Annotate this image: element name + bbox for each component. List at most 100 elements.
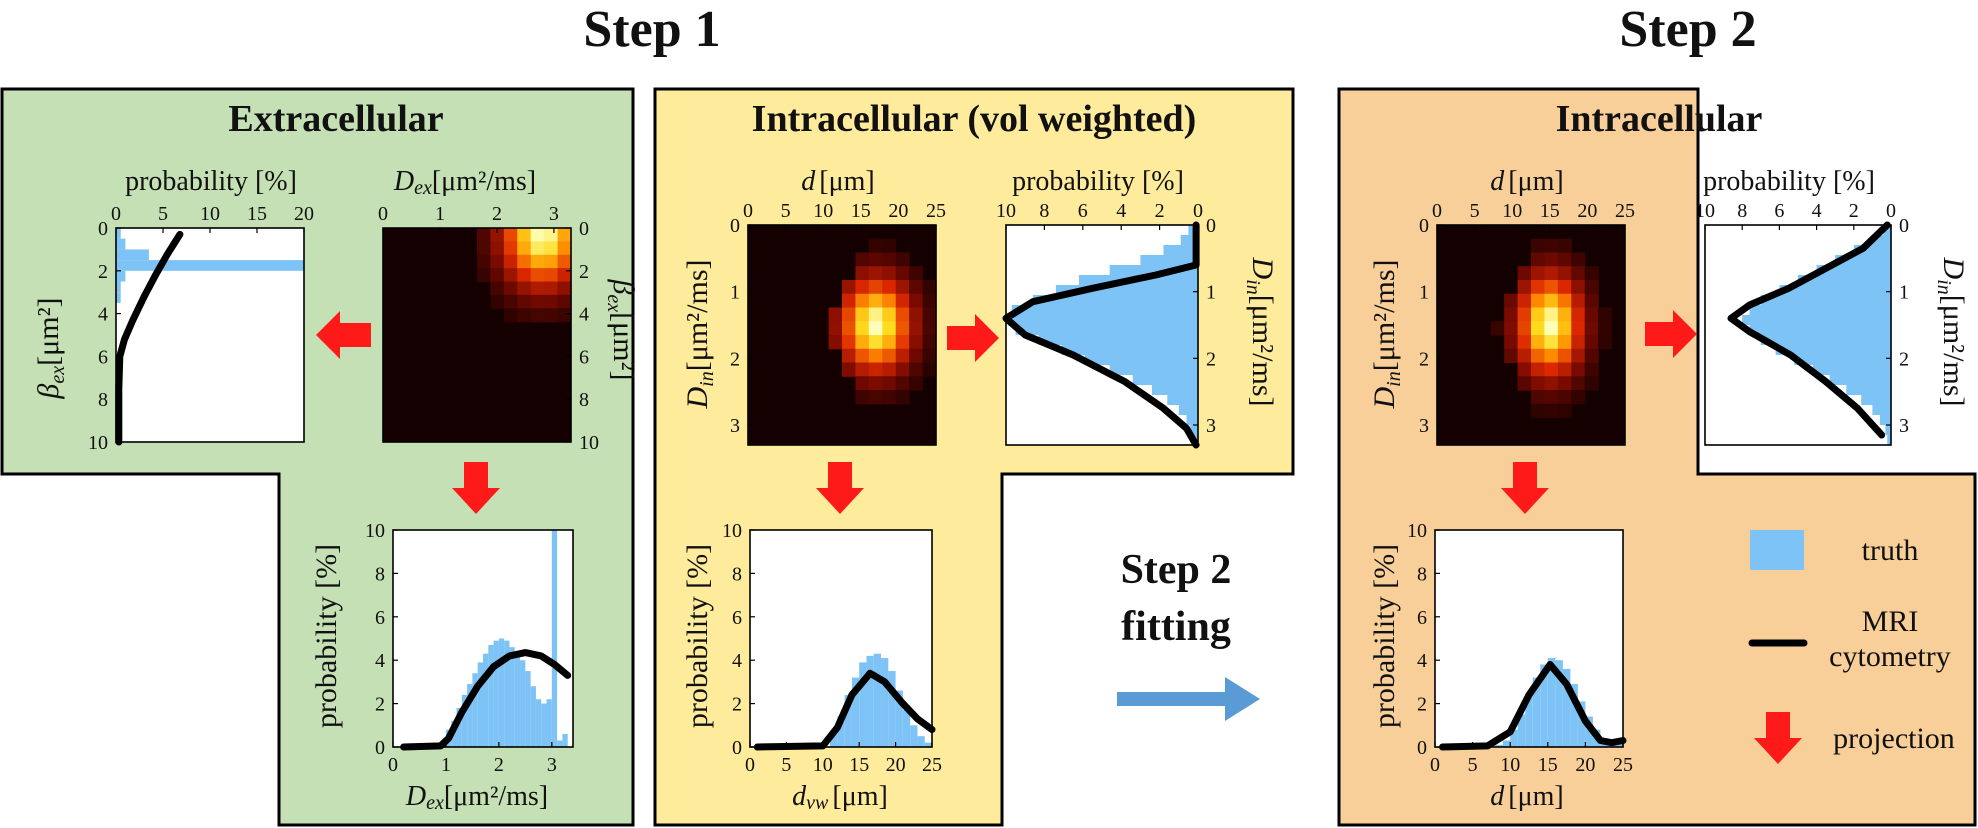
projection-arrow-ex-left	[316, 311, 371, 359]
in-din-top-label: probability [%]	[1703, 166, 1875, 197]
projection-arrow-in-down	[1501, 462, 1549, 514]
ex-heatmap-cell	[503, 308, 518, 323]
ex-heatmap-cell	[557, 241, 572, 256]
ex-heatmap-cell	[477, 254, 492, 269]
in-d-truth-bar	[1540, 664, 1548, 747]
fitting-label-line1: Step 2	[1121, 547, 1232, 593]
in-din-truth-bar	[1846, 385, 1891, 395]
in-heatmap-cell	[1584, 335, 1599, 350]
in-din-y-tick-label: 1	[1899, 282, 1909, 304]
in-heatmap-cell	[1571, 252, 1586, 267]
ex-beta-truth-bar	[116, 238, 126, 250]
vw-heatmap-cell	[855, 390, 870, 405]
vw-heatmap-cell	[909, 335, 924, 350]
ex-beta-x-tick-label: 5	[158, 203, 168, 225]
in-din-x-tick-label: 6	[1774, 200, 1784, 222]
legend-projection-arrow	[1754, 712, 1802, 764]
vw-heatmap-cell	[922, 321, 937, 336]
in-heatmap-x-tick-label: 5	[1470, 200, 1480, 222]
in-heatmap-cell	[1544, 266, 1559, 281]
vw-heatmap-cell	[868, 390, 883, 405]
ex-dex-truth-bar	[456, 707, 462, 747]
vw-dvw-y-tick-label: 0	[732, 737, 742, 759]
in-heatmap-cell	[1544, 348, 1559, 364]
in-d-truth-bar	[1525, 694, 1533, 747]
vw-din-x-tick-label: 10	[996, 200, 1016, 222]
in-heatmap-cell	[1557, 307, 1572, 322]
projection-arrow-in-right	[1645, 310, 1697, 358]
vw-heatmap-cell	[909, 376, 924, 391]
vw-dvw-y-label: probability [%]	[681, 544, 714, 728]
vw-heatmap-cell	[828, 335, 843, 350]
in-heatmap-cell	[1517, 376, 1532, 391]
ex-heatmap-cell	[530, 294, 545, 309]
ex-beta-y-tick-label: 6	[98, 346, 108, 368]
in-din-truth-bar	[1861, 395, 1891, 405]
vw-heatmap-x-tick-label: 0	[743, 200, 753, 222]
ex-heatmap-cell	[530, 254, 545, 269]
legend-projection-label: projection	[1833, 722, 1955, 755]
vw-heatmap-cell	[842, 307, 857, 322]
ex-heatmap-cell	[557, 254, 572, 269]
in-d-frame	[1434, 529, 1624, 748]
in-heatmap-cell	[1571, 376, 1586, 391]
in-d-truth-bar	[1517, 714, 1526, 747]
vw-heatmap-x-tick-label: 5	[781, 200, 791, 222]
vw-heatmap-cell	[882, 266, 897, 281]
ex-dex-truth-bar	[467, 684, 473, 747]
vw-dvw-layer: 0 5 10 15 20 25 0 2 4 6 8 10	[722, 520, 942, 776]
ex-dex-x-tick-label: 2	[494, 754, 504, 776]
in-din-truth-bar	[1798, 275, 1891, 285]
vw-din-mri-curve	[1002, 221, 1200, 449]
in-heatmap-cell	[1571, 362, 1586, 377]
in-heatmap-cell	[1504, 335, 1519, 350]
ex-dex-y-tick-label: 6	[375, 607, 385, 629]
in-din-x-tick-label: 4	[1812, 200, 1822, 222]
in-d-y-tick-label: 8	[1417, 563, 1427, 585]
vw-heatmap-cell	[895, 362, 910, 377]
in-d-chart: 0 5 10 15 20 25 0 2 4 6 8 10 probability [%] d [μm]	[1368, 520, 1633, 812]
in-heatmap-cell	[1598, 307, 1613, 322]
vw-heatmap-cell	[909, 293, 924, 309]
ex-dex-y-tick-label: 0	[375, 737, 385, 759]
in-heatmap-cell	[1531, 335, 1546, 350]
in-heatmap-cell	[1531, 238, 1546, 254]
vw-heatmap-cell	[882, 376, 897, 391]
in-heatmap-top-label: d [μm]	[1490, 166, 1563, 197]
ex-heatmap-cell	[490, 281, 505, 296]
intracellular-vw-title: Intracellular (vol weighted)	[752, 98, 1197, 140]
in-heatmap-cell	[1557, 390, 1572, 405]
vw-din-truth-bar	[1132, 375, 1198, 385]
vw-dvw-truth-bar	[844, 694, 852, 747]
in-heatmap-cell	[1584, 307, 1599, 322]
in-heatmap-x-tick-label: 15	[1540, 200, 1560, 222]
in-heatmap-cell	[1504, 293, 1519, 309]
vw-heatmap-y-tick-label: 3	[730, 415, 740, 437]
vw-dvw-truth-bar	[924, 742, 932, 747]
vw-din-truth-bar	[1011, 305, 1198, 315]
in-heatmap-layer: 0 5 10 15 20 25 0 1 2 3	[1419, 200, 1635, 446]
vw-heatmap-cell	[909, 348, 924, 364]
vw-dvw-truth-bar	[830, 733, 838, 747]
in-heatmap-cell	[1544, 321, 1559, 336]
vw-heatmap-cell	[909, 321, 924, 336]
ex-dex-truth-bar	[483, 653, 489, 747]
vw-dvw-truth-bar	[837, 716, 845, 747]
ex-heatmap-cell	[557, 228, 572, 242]
vw-dvw-truth-bar	[910, 725, 918, 747]
vw-heatmap-cell	[909, 362, 924, 377]
vw-din-x-tick-label: 6	[1078, 200, 1088, 222]
ex-heatmap-y-tick-label: 2	[579, 261, 589, 283]
vw-heatmap-y-label: Din[μm²/ms]	[681, 260, 718, 410]
ex-beta-x-tick-label: 15	[247, 203, 267, 225]
ex-heatmap-top-label: Dex[μm²/ms]	[393, 166, 536, 199]
vw-dvw-x-label: dvw [μm]	[792, 781, 888, 814]
ex-beta-truth-bar	[116, 292, 121, 303]
in-heatmap-cell	[1531, 266, 1546, 281]
ex-dex-x-label: Dex[μm²/ms]	[405, 781, 548, 814]
ex-heatmap-right-label: βex[μm²]	[603, 278, 640, 380]
ex-heatmap-cell	[477, 268, 492, 283]
in-d-x-tick-label: 20	[1575, 754, 1595, 776]
in-heatmap-chart: d [μm] 0 5 10 15 20 25 0 1 2 3 Din[μm²/ms]	[1368, 166, 1635, 446]
ex-dex-truth-bar	[498, 638, 505, 747]
